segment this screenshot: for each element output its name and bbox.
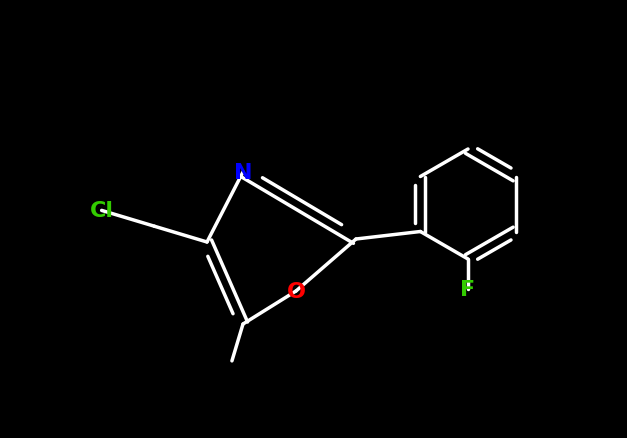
Text: O: O [287,281,305,301]
Text: F: F [460,279,475,299]
Text: N: N [234,162,252,183]
Text: Cl: Cl [90,201,113,221]
